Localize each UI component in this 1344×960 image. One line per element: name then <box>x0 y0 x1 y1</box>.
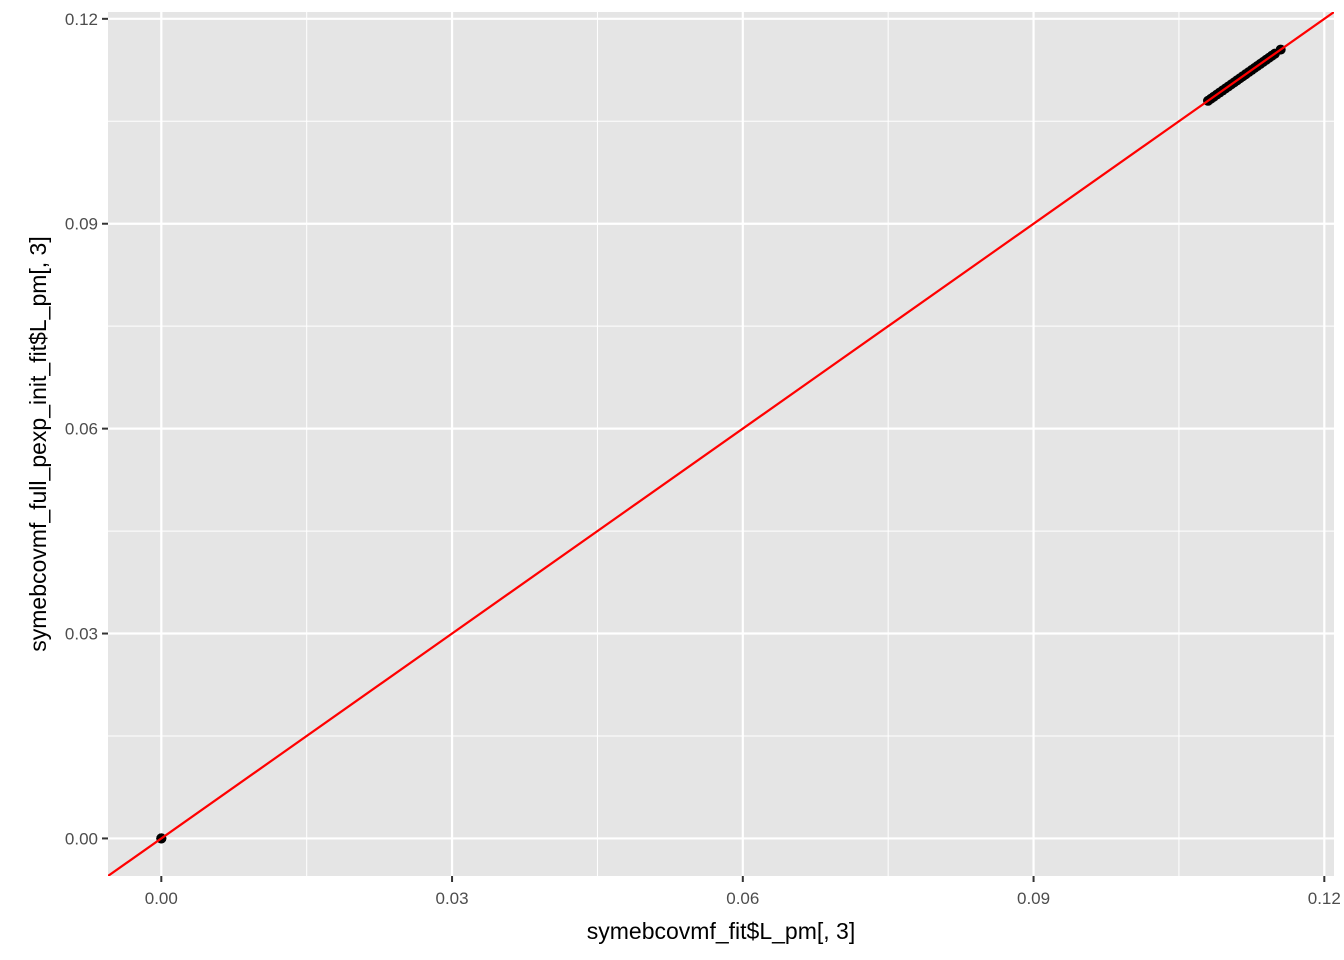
y-axis-title: symebcovmf_full_pexp_init_fit$L_pm[, 3] <box>25 236 51 652</box>
x-tick-label-1: 0.03 <box>436 889 469 908</box>
y-tick-label-4: 0.12 <box>65 10 98 29</box>
y-tick-label-3: 0.09 <box>65 215 98 234</box>
reference-line <box>108 12 1334 876</box>
major-gridlines <box>108 12 1334 876</box>
x-tick-label-3: 0.09 <box>1017 889 1050 908</box>
x-tick-label-0: 0.00 <box>145 889 178 908</box>
x-tick-label-4: 0.12 <box>1308 889 1341 908</box>
x-axis-title: symebcovmf_fit$L_pm[, 3] <box>587 918 855 944</box>
y-tick-label-2: 0.06 <box>65 420 98 439</box>
axis-ticks <box>102 17 1326 882</box>
minor-gridlines <box>108 12 1334 876</box>
x-axis-tick-labels: 0.00 0.03 0.06 0.09 0.12 <box>145 889 1341 908</box>
y-tick-label-0: 0.00 <box>65 829 98 848</box>
x-tick-label-2: 0.06 <box>726 889 759 908</box>
y-axis-tick-labels: 0.00 0.03 0.06 0.09 0.12 <box>65 10 98 849</box>
y-tick-label-1: 0.03 <box>65 625 98 644</box>
